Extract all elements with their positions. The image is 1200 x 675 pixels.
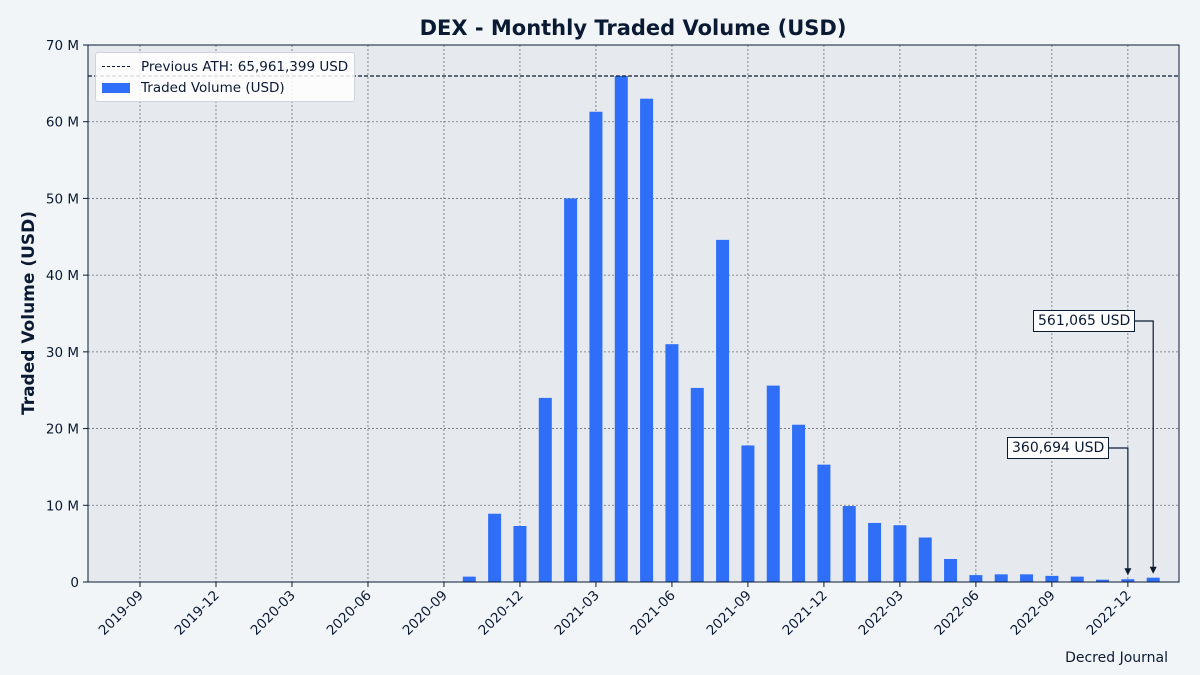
- x-tick-label: 2019-12: [172, 588, 223, 639]
- y-axis-label: Traded Volume (USD): [19, 210, 39, 416]
- y-tick-label: 40 M: [46, 268, 79, 284]
- bar: [640, 98, 654, 582]
- annotation-arrow: [1135, 320, 1154, 570]
- y-tick-label: 50 M: [46, 191, 79, 207]
- x-tick-label: 2021-09: [704, 588, 755, 639]
- bar: [462, 576, 476, 582]
- bar: [994, 574, 1008, 582]
- y-tick-label: 0: [70, 575, 79, 591]
- bar: [1070, 576, 1084, 582]
- arrow-head: [1149, 566, 1157, 574]
- bar: [1146, 577, 1160, 582]
- bar: [817, 464, 831, 582]
- legend-label-ath: Previous ATH: 65,961,399 USD: [141, 58, 349, 75]
- y-tick-label: 20 M: [46, 422, 79, 438]
- bar: [513, 525, 527, 582]
- bar: [589, 111, 603, 583]
- annotation-label: 360,694 USD: [1007, 437, 1110, 459]
- x-tick-label: 2022-06: [932, 588, 983, 639]
- bar: [614, 75, 628, 582]
- legend-item-volume: Traded Volume (USD): [102, 77, 348, 98]
- bar: [944, 558, 958, 582]
- bar: [918, 537, 932, 582]
- legend-item-ath: Previous ATH: 65,961,399 USD: [102, 56, 348, 77]
- y-tick-label: 10 M: [46, 498, 79, 514]
- bar: [665, 344, 679, 582]
- bar: [690, 387, 704, 582]
- bar: [792, 424, 806, 582]
- x-tick-label: 2020-12: [476, 588, 527, 639]
- bar: [538, 397, 552, 582]
- dashed-line-swatch: [102, 66, 130, 67]
- arrow-head: [1124, 568, 1132, 576]
- bar: [1045, 575, 1059, 582]
- bar: [868, 522, 882, 582]
- legend-label-volume: Traded Volume (USD): [141, 79, 285, 96]
- bar: [1121, 579, 1135, 582]
- bar: [893, 525, 907, 582]
- bar-swatch: [102, 82, 130, 93]
- bar: [716, 239, 730, 582]
- bar: [969, 575, 983, 582]
- bar: [1020, 574, 1034, 582]
- x-tick-label: 2019-09: [96, 588, 147, 639]
- x-tick-label: 2021-06: [628, 588, 679, 639]
- bar: [766, 385, 780, 582]
- annotation-label: 561,065 USD: [1033, 310, 1136, 332]
- plot-background: [88, 45, 1179, 582]
- legend: Previous ATH: 65,961,399 USD Traded Volu…: [95, 52, 356, 102]
- x-tick-label: 2020-03: [248, 588, 299, 639]
- bar: [564, 198, 578, 582]
- x-tick-label: 2020-09: [400, 588, 451, 639]
- bar: [741, 445, 755, 582]
- x-tick-label: 2022-09: [1008, 588, 1059, 639]
- annotation-arrow: [1109, 447, 1129, 572]
- y-tick-label: 30 M: [46, 345, 79, 361]
- y-tick-label: 60 M: [46, 115, 79, 131]
- x-tick-label: 2021-03: [552, 588, 603, 639]
- x-tick-label: 2022-03: [856, 588, 907, 639]
- y-tick-label: 70 M: [46, 38, 79, 54]
- plot-frame: [87, 44, 1180, 583]
- x-tick-label: 2020-06: [324, 588, 375, 639]
- x-tick-label: 2022-12: [1083, 588, 1134, 639]
- bar: [488, 513, 502, 582]
- bar: [1096, 579, 1110, 582]
- chart-title: DEX - Monthly Traded Volume (USD): [419, 16, 847, 40]
- source-credit: Decred Journal: [1065, 650, 1168, 666]
- x-tick-label: 2021-12: [780, 588, 831, 639]
- bar: [842, 506, 856, 582]
